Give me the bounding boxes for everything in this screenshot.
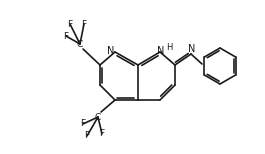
Text: N: N (188, 44, 196, 54)
Text: F: F (67, 20, 73, 28)
Text: C: C (77, 39, 83, 49)
Text: C: C (95, 113, 101, 122)
Text: F: F (63, 32, 69, 41)
Text: N: N (157, 46, 165, 56)
Text: F: F (81, 20, 87, 28)
Text: H: H (166, 43, 172, 51)
Text: F: F (81, 120, 86, 128)
Text: N: N (107, 46, 115, 56)
Text: F: F (99, 130, 105, 138)
Text: F: F (85, 132, 90, 140)
